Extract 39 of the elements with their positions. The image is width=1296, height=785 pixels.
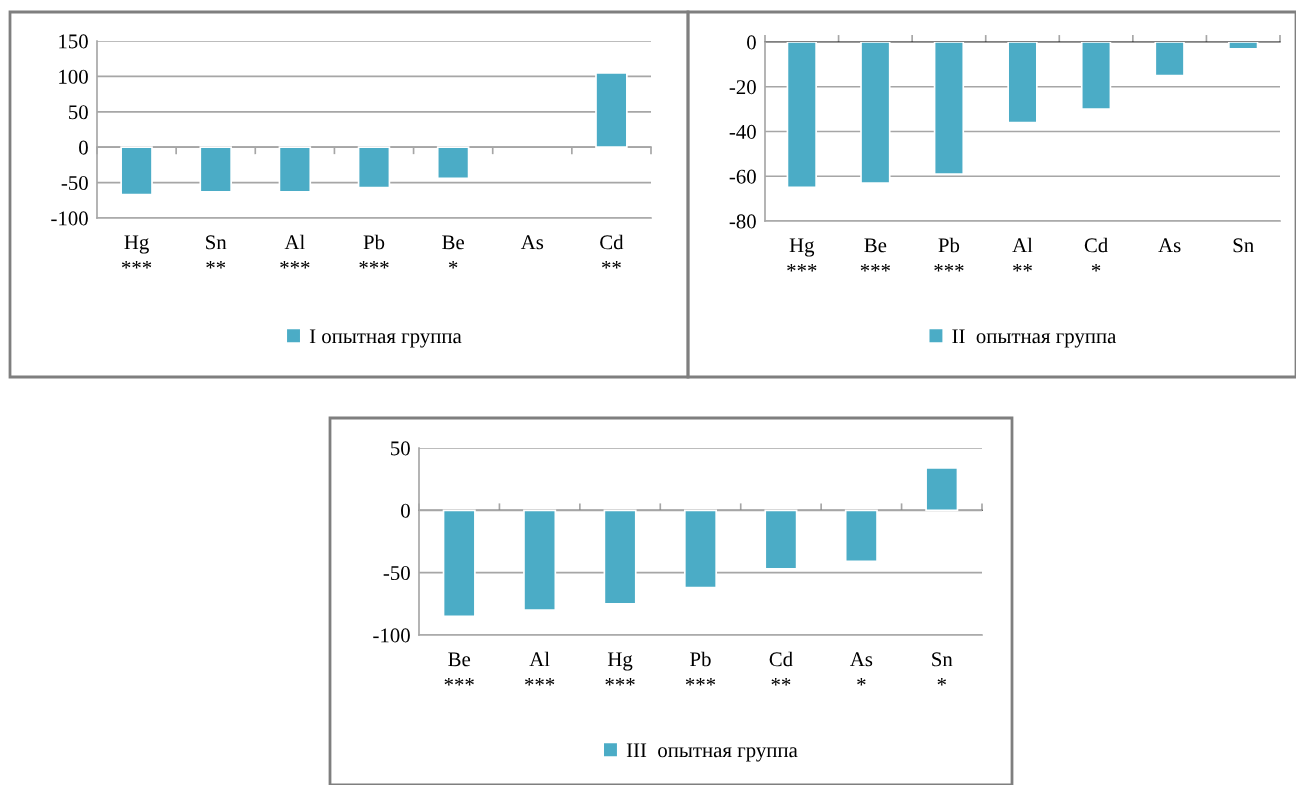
y-tick-label: 0 — [747, 35, 756, 50]
y-tick-label: 100 — [59, 69, 88, 84]
y-tick-label: 50 — [69, 105, 88, 120]
legend-label: III опытная группа — [626, 743, 798, 762]
y-tick-label: -80 — [729, 214, 756, 229]
x-tick-label: Sn — [1233, 238, 1254, 253]
x-tick-label: Be *** — [444, 652, 474, 686]
y-tick-label: -50 — [61, 175, 88, 191]
x-tick-label: Sn * — [932, 652, 953, 686]
y-tick-label: 150 — [59, 34, 88, 49]
y-tick-label: -100 — [373, 628, 410, 643]
x-tick-label: Be * — [442, 235, 464, 269]
x-tick-label: Pb *** — [359, 234, 389, 269]
y-tick-label: 0 — [79, 140, 88, 155]
y-tick-label: -40 — [729, 124, 756, 139]
x-tick-label: Hg *** — [121, 235, 152, 269]
x-tick-label: Hg *** — [605, 652, 635, 686]
y-tick-label: 50 — [391, 441, 410, 456]
x-tick-label: As * — [849, 652, 873, 686]
x-tick-label: Pb *** — [685, 651, 716, 686]
x-tick-label: Hg *** — [787, 238, 817, 272]
legend-label: I опытная группа — [309, 329, 462, 348]
y-tick-label: -100 — [51, 211, 88, 226]
x-tick-label: Be *** — [860, 238, 890, 272]
x-tick-label: Al *** — [525, 651, 555, 686]
x-tick-label: As — [520, 235, 544, 250]
x-tick-label: Cd ** — [600, 234, 624, 269]
y-tick-label: 0 — [401, 503, 410, 518]
x-tick-label: Cd ** — [769, 651, 793, 686]
x-tick-label: Al *** — [280, 234, 310, 269]
x-tick-label: As — [1158, 238, 1181, 253]
y-tick-label: -50 — [383, 566, 410, 581]
y-tick-label: -20 — [729, 80, 756, 95]
x-tick-label: Sn ** — [206, 235, 227, 269]
x-tick-label: Pb *** — [934, 237, 964, 272]
x-tick-label: Al ** — [1012, 237, 1033, 272]
legend-label: II опытная группа — [952, 329, 1117, 348]
x-tick-label: Cd * — [1084, 237, 1108, 272]
y-tick-label: -60 — [729, 169, 756, 184]
